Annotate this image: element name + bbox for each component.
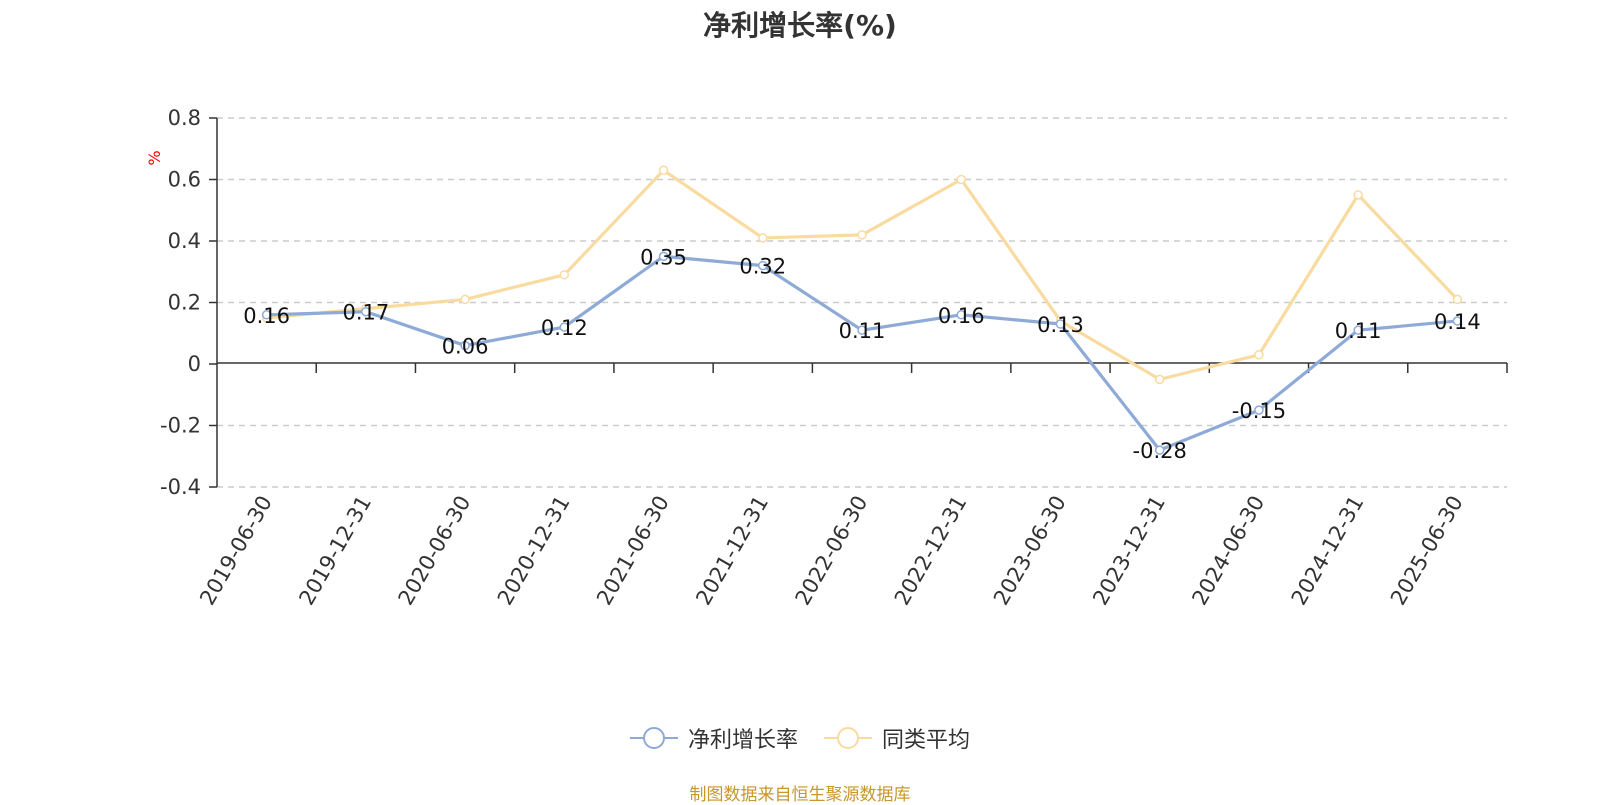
y-axis-unit-label: % xyxy=(145,150,164,165)
legend-label-series-1: 净利增长率 xyxy=(687,728,798,753)
series-1-point xyxy=(361,306,371,317)
series-1-point xyxy=(460,340,470,351)
data-label: 0.32 xyxy=(739,255,786,279)
series-2-point xyxy=(857,230,867,240)
data-label: 0.11 xyxy=(839,319,886,343)
series-2-point xyxy=(1154,374,1165,385)
legend-item-series-1[interactable]: 净利增长率 xyxy=(629,722,798,754)
line-chart: -0.4 -0.2 0 0.2 0.4 0.6 0.8% 2019-06-30 2019-12-… xyxy=(145,106,1508,610)
data-label: -0.28 xyxy=(1133,439,1187,463)
x-tick-label: 2024-06-30 xyxy=(1187,492,1269,610)
data-label: 0.13 xyxy=(1037,313,1084,337)
series-2-point xyxy=(559,270,570,280)
series-1-point xyxy=(1154,445,1165,455)
x-tick-label: 2022-12-31 xyxy=(890,491,972,609)
series-1-point xyxy=(1055,319,1066,329)
legend: 净利增长率 同类平均 xyxy=(0,722,1600,754)
data-label: 0.16 xyxy=(938,304,985,328)
data-label: 0.35 xyxy=(640,245,687,269)
data-label: -0.15 xyxy=(1232,399,1286,423)
x-tick-label: 2024-12-31 xyxy=(1287,492,1369,610)
series-2-point xyxy=(956,174,966,185)
x-tick-label: 2023-06-30 xyxy=(989,492,1071,610)
series-1-point xyxy=(1353,325,1363,335)
data-label: 0.16 xyxy=(243,304,290,328)
data-label: 0.14 xyxy=(1434,310,1481,334)
grid-layer xyxy=(217,117,1507,488)
series-2-point xyxy=(1254,350,1264,360)
series-1-point xyxy=(1452,316,1463,326)
series-2-point xyxy=(758,233,768,243)
series-2-point xyxy=(1452,294,1463,305)
data-label: 0.11 xyxy=(1335,319,1382,343)
legend-line-circle-icon xyxy=(629,727,678,749)
x-tick-label: 2023-12-31 xyxy=(1088,492,1170,610)
x-tick-label: 2025-06-30 xyxy=(1386,492,1468,610)
legend-label-series-2: 同类平均 xyxy=(882,728,971,753)
x-tick-label: 2019-12-31 xyxy=(294,492,376,610)
y-tick-label: -0.4 xyxy=(160,475,201,499)
series-2-point xyxy=(1353,190,1363,200)
y-tick-label: 0.4 xyxy=(168,229,201,253)
x-tick-label: 2022-06-30 xyxy=(791,492,873,610)
series-2-point xyxy=(460,294,470,305)
x-tick-label: 2019-06-30 xyxy=(195,492,277,610)
series-layer xyxy=(261,165,1463,455)
x-tick-label: 2020-06-30 xyxy=(394,491,476,609)
legend-line-circle-icon xyxy=(824,727,872,749)
x-tick-label: 2020-12-31 xyxy=(493,492,575,610)
y-tick-label: 0.6 xyxy=(168,168,201,192)
series-1-point xyxy=(956,310,966,320)
y-tick-label: 0.2 xyxy=(168,291,201,315)
data-label: 0.06 xyxy=(442,335,489,359)
axis-layer: -0.4 -0.2 0 0.2 0.4 0.6 0.8% 2019-06-30 2019-12-… xyxy=(145,106,1508,610)
x-tick-label: 2021-06-30 xyxy=(592,492,674,610)
x-tick-label: 2021-12-31 xyxy=(691,492,773,610)
legend-item-series-2[interactable]: 同类平均 xyxy=(824,722,970,754)
source-note: 制图数据来自恒生聚源数据库 xyxy=(689,785,911,805)
label-layer: 0.16 0.17 0.06 0.12 0.35 0.32 0.11 0.16 0.13 -0.2… xyxy=(243,245,1481,463)
y-tick-label: 0.8 xyxy=(168,106,201,130)
y-tick-label: -0.2 xyxy=(160,414,201,438)
series-1-point xyxy=(857,325,867,335)
y-tick-label: 0 xyxy=(188,352,201,376)
series-2-point xyxy=(658,165,669,176)
data-label: 0.17 xyxy=(342,301,389,325)
series-1-point xyxy=(1254,405,1264,415)
series-1-point xyxy=(758,260,768,271)
series-1-point xyxy=(658,251,669,262)
series-1-point xyxy=(261,310,272,320)
series-1-point xyxy=(559,322,570,332)
data-label: 0.12 xyxy=(541,316,588,340)
chart-title: 净利增长率(%) xyxy=(703,9,897,42)
